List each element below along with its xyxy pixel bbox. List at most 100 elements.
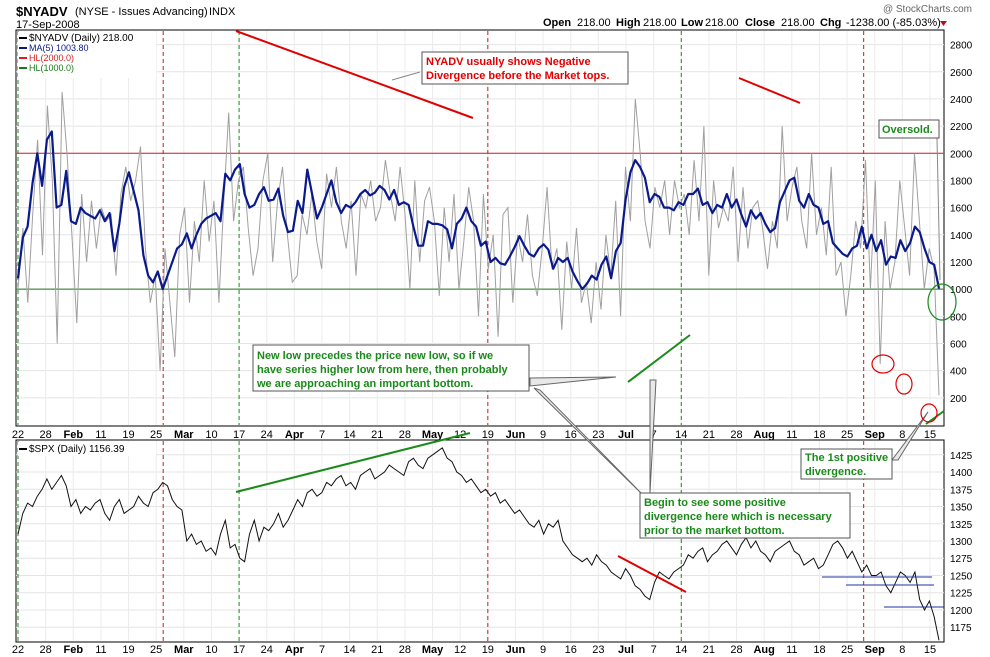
top-legend: $NYADV (Daily) 218.00 MA(5) 1003.80 HL(2…	[18, 32, 156, 78]
bottom-y-tick-label: 1275	[950, 554, 973, 565]
x-tick-label-top: 14	[675, 429, 687, 441]
down-arrow-icon	[940, 21, 947, 26]
x-tick-label-bottom: 14	[344, 644, 356, 656]
top-y-tick-label: 1800	[950, 176, 973, 187]
bottom-y-tick-label: 1350	[950, 503, 973, 514]
rising-lows-trendline	[627, 334, 691, 383]
bottom-y-tick-label: 1425	[950, 451, 973, 462]
callout-oversold: Oversold.	[878, 119, 940, 139]
x-tick-label-top: 14	[344, 429, 356, 441]
begin-positive-pointer-1	[533, 387, 646, 498]
top-y-axis: 200 400 600 800 1000 1200 1400 1600 1800 2000 2200…	[950, 41, 973, 405]
x-tick-label-bottom: 16	[565, 644, 577, 656]
first-positive-pointer	[891, 411, 929, 461]
bottom-y-axis: 1175 1200 1225 1250 1275 1300 1325 1350 1375 1400…	[950, 451, 973, 634]
svg-text:have series higher low from he: have series higher low from here, then p…	[257, 364, 509, 376]
x-tick-label-bottom: 28	[399, 644, 411, 656]
x-tick-label-top: 15	[924, 429, 936, 441]
bottom-y-tick-label: 1375	[950, 485, 973, 496]
top-y-tick-label: 2800	[950, 41, 973, 52]
top-y-tick-label: 1000	[950, 285, 973, 296]
callout-begin-positive: Begin to see some positive divergence he…	[639, 492, 851, 539]
low-circle-1	[871, 354, 895, 374]
bottom-y-tick-label: 1225	[950, 589, 973, 600]
symbol-description: (NYSE - Issues Advancing)	[75, 6, 208, 18]
bottom-legend-box	[18, 442, 156, 456]
bottom-legend: $SPX (Daily) 1156.39	[18, 442, 156, 456]
close-label: Close	[745, 17, 775, 29]
top-y-tick-label: 2000	[950, 149, 973, 160]
legend-ma: MA(5) 1003.80	[29, 43, 89, 53]
svg-text:divergence here which is neces: divergence here which is necessary	[644, 511, 833, 523]
symbol-title: $NYADV	[16, 4, 68, 19]
svg-text:Oversold.: Oversold.	[882, 124, 933, 136]
x-tick-label-top: 28	[40, 429, 52, 441]
x-tick-label-top: 7	[651, 429, 657, 441]
x-tick-label-top: Sep	[865, 429, 885, 441]
x-tick-label-bottom: 12	[454, 644, 466, 656]
callout-negative-divergence: NYADV usually shows Negative Divergence …	[421, 51, 629, 85]
x-tick-label-bottom: 11	[95, 644, 106, 656]
oversold-circle	[927, 283, 957, 321]
x-tick-label-top: 10	[205, 429, 217, 441]
x-tick-label-top: 19	[482, 429, 494, 441]
x-tick-label-bottom: 22	[12, 644, 24, 656]
x-tick-label-bottom: 19	[122, 644, 134, 656]
x-tick-label-bottom: 9	[540, 644, 546, 656]
bottom-y-tick-label: 1400	[950, 468, 973, 479]
low-label: Low	[681, 17, 703, 29]
x-tick-label-top: 21	[371, 429, 383, 441]
bottom-y-tick-label: 1200	[950, 606, 973, 617]
spx-line	[17, 447, 940, 641]
x-tick-label-bottom: 25	[150, 644, 162, 656]
x-tick-label-top: 23	[592, 429, 604, 441]
chg-value: -1238.00 (-85.03%)	[846, 17, 941, 29]
top-y-tick-label: 200	[950, 394, 967, 405]
top-y-tick-label: 2200	[950, 122, 973, 133]
legend-hl2000: HL(2000.0)	[29, 53, 74, 63]
x-tick-label-top: 22	[12, 429, 24, 441]
callout-pointer-top	[391, 71, 421, 81]
open-label: Open	[543, 17, 571, 29]
top-y-tick-label: 1200	[950, 258, 973, 269]
x-tick-label-top: May	[422, 429, 444, 441]
x-tick-label-bottom: 25	[841, 644, 853, 656]
x-tick-label-bottom: Aug	[753, 644, 774, 656]
exchange-label: INDX	[209, 6, 236, 18]
svg-text:NYADV usually shows Negative: NYADV usually shows Negative	[426, 56, 591, 68]
spx-rising-trendline	[235, 432, 471, 493]
x-tick-label-top: 9	[540, 429, 546, 441]
top-y-tick-label: 600	[950, 339, 967, 350]
high-label: High	[616, 17, 641, 29]
x-tick-label-top: Jun	[506, 429, 526, 441]
bottom-y-tick-label: 1250	[950, 571, 973, 582]
oversold-pointer	[936, 137, 941, 281]
top-y-tick-label: 1600	[950, 204, 973, 215]
x-tick-label-top: Jul	[618, 429, 634, 441]
top-y-tick-label: 2400	[950, 95, 973, 106]
x-tick-label-top: Aug	[753, 429, 774, 441]
x-tick-label-top: 11	[95, 429, 106, 441]
chg-label: Chg	[820, 17, 841, 29]
x-tick-label-bottom: 19	[482, 644, 494, 656]
bottom-y-tick-label: 1300	[950, 537, 973, 548]
x-tick-label-bottom: 7	[319, 644, 325, 656]
spx-series	[17, 447, 940, 641]
x-tick-label-top: Mar	[174, 429, 194, 441]
svg-text:we are approaching an importan: we are approaching an important bottom.	[256, 378, 473, 390]
svg-text:The 1st positive: The 1st positive	[805, 452, 888, 464]
x-tick-label-bottom: Feb	[63, 644, 83, 656]
open-value: 218.00	[577, 17, 611, 29]
close-value: 218.00	[781, 17, 815, 29]
x-tick-label-bottom: 14	[675, 644, 687, 656]
svg-text:Divergence before the Market t: Divergence before the Market tops.	[426, 70, 609, 82]
x-tick-label-bottom: 28	[730, 644, 742, 656]
x-tick-label-bottom: 21	[371, 644, 383, 656]
x-axis-bottom: 22 28 Feb 11 19 25 Mar 10 17 24 Apr 7 14 21 28 May 12 19 J…	[12, 644, 936, 656]
x-tick-label-bottom: 7	[651, 644, 657, 656]
spx-july-low-trendline	[617, 555, 687, 593]
svg-text:prior to the market bottom.: prior to the market bottom.	[644, 525, 785, 537]
x-tick-label-bottom: Jul	[618, 644, 634, 656]
x-tick-label-top: 25	[841, 429, 853, 441]
